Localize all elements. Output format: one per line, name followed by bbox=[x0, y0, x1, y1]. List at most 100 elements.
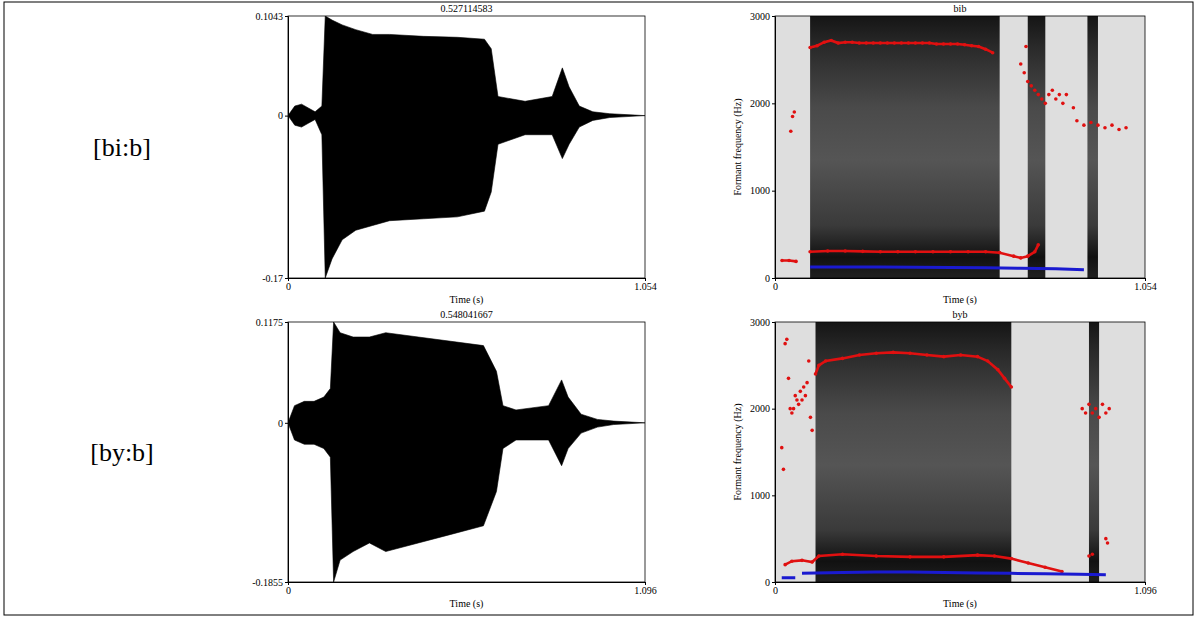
x-tick: 0 bbox=[773, 278, 778, 292]
x-tick-label: 1.054 bbox=[1134, 281, 1157, 292]
y-tick-mark bbox=[285, 423, 288, 424]
track-point bbox=[787, 377, 791, 381]
x-tick: 1.096 bbox=[634, 582, 657, 596]
track-point bbox=[1091, 552, 1095, 556]
track-point bbox=[928, 41, 932, 45]
x-tick: 0 bbox=[286, 582, 291, 596]
track-point bbox=[822, 40, 826, 44]
plot-area bbox=[775, 322, 1145, 582]
track-point bbox=[864, 41, 868, 45]
track-point bbox=[1104, 537, 1108, 541]
track-point bbox=[805, 381, 809, 385]
y-tick-mark bbox=[772, 103, 775, 104]
track-point bbox=[984, 47, 988, 51]
track-point bbox=[795, 398, 799, 402]
track-point bbox=[996, 368, 1000, 372]
row-label: [by:b] bbox=[90, 438, 154, 467]
track-point bbox=[1019, 62, 1023, 66]
track-point bbox=[1024, 45, 1028, 49]
track-point bbox=[1036, 93, 1040, 97]
track-point bbox=[966, 250, 970, 254]
panel: 01.096-0.185500.11750.548041667Time (s) bbox=[252, 309, 657, 610]
track-point bbox=[886, 41, 890, 45]
track-point bbox=[1019, 256, 1023, 260]
y-tick: -0.17 bbox=[262, 273, 288, 284]
track-point bbox=[1003, 377, 1007, 381]
x-tick-label: 1.096 bbox=[1134, 585, 1157, 596]
y-tick-mark bbox=[772, 409, 775, 410]
track-point bbox=[871, 41, 875, 45]
track-point bbox=[789, 129, 793, 133]
track-point bbox=[826, 249, 830, 253]
y-axis-line bbox=[285, 17, 289, 279]
track-point bbox=[1065, 93, 1069, 97]
track-point bbox=[959, 353, 963, 357]
y-axis: -0.1700.1043 bbox=[256, 11, 289, 284]
track-point bbox=[1107, 407, 1111, 411]
track-point bbox=[925, 353, 929, 357]
y-tick-mark bbox=[772, 495, 775, 496]
track-point bbox=[1033, 88, 1037, 92]
x-axis-title: Time (s) bbox=[943, 294, 977, 306]
voiced-span bbox=[1087, 16, 1098, 278]
track-point bbox=[790, 559, 794, 563]
track-point bbox=[843, 249, 847, 253]
track-point bbox=[1026, 561, 1030, 565]
plot-area bbox=[288, 322, 645, 582]
track-point bbox=[998, 251, 1002, 255]
track-point bbox=[1040, 97, 1044, 101]
track-point bbox=[792, 407, 796, 411]
track-point bbox=[793, 394, 797, 398]
track-point bbox=[841, 357, 845, 361]
y-axis-title: Formant frequency (Hz) bbox=[732, 403, 744, 500]
track-point bbox=[1103, 126, 1107, 130]
track-line bbox=[782, 245, 1038, 262]
track-point bbox=[861, 250, 865, 254]
track-point bbox=[1010, 557, 1014, 561]
track-point bbox=[891, 351, 895, 355]
y-tick-mark bbox=[285, 116, 288, 117]
track-point bbox=[836, 41, 840, 45]
track-point bbox=[1043, 565, 1047, 569]
track-point bbox=[908, 555, 912, 559]
y-tick: 0 bbox=[765, 273, 775, 284]
x-tick: 1.054 bbox=[1134, 278, 1157, 292]
y-tick: 2000 bbox=[750, 98, 775, 109]
y-tick: 1000 bbox=[750, 185, 775, 196]
track-point bbox=[963, 43, 967, 47]
track-point bbox=[1082, 123, 1086, 127]
x-axis-line bbox=[289, 279, 646, 282]
track-point bbox=[1047, 93, 1051, 97]
x-axis-line bbox=[776, 279, 1146, 282]
track-point bbox=[1124, 126, 1128, 130]
y-tick-mark bbox=[285, 278, 288, 279]
x-axis-line bbox=[776, 583, 1146, 586]
figure: [bi:b][by:b]01.054-0.1700.10430.52711458… bbox=[0, 0, 1198, 618]
track-line bbox=[816, 352, 1012, 387]
x-tick: 1.054 bbox=[634, 278, 657, 292]
track-point bbox=[787, 259, 791, 263]
x-tick-label: 1.054 bbox=[634, 281, 657, 292]
y-tick-label: 0 bbox=[765, 273, 770, 284]
x-tick-label: 0 bbox=[773, 585, 778, 596]
track-point bbox=[942, 555, 946, 559]
y-tick-mark bbox=[772, 16, 775, 17]
x-axis-line bbox=[289, 583, 646, 586]
track-line bbox=[810, 267, 1084, 270]
track-point bbox=[879, 41, 883, 45]
track-point bbox=[814, 372, 818, 376]
voiced-span bbox=[1028, 16, 1046, 278]
y-tick-mark bbox=[772, 191, 775, 192]
track-point bbox=[817, 554, 821, 558]
x-axis: 01.054 bbox=[286, 278, 657, 292]
track-point bbox=[800, 398, 804, 402]
y-axis: 0100020003000 bbox=[750, 11, 776, 284]
track-point bbox=[800, 559, 804, 563]
y-tick-label: -0.1855 bbox=[252, 577, 283, 588]
track-point bbox=[993, 554, 997, 558]
track-point bbox=[1104, 411, 1108, 415]
track-point bbox=[829, 39, 833, 43]
track-point bbox=[1061, 102, 1065, 106]
y-tick-label: 0.1175 bbox=[256, 317, 283, 328]
track-point bbox=[799, 390, 803, 394]
